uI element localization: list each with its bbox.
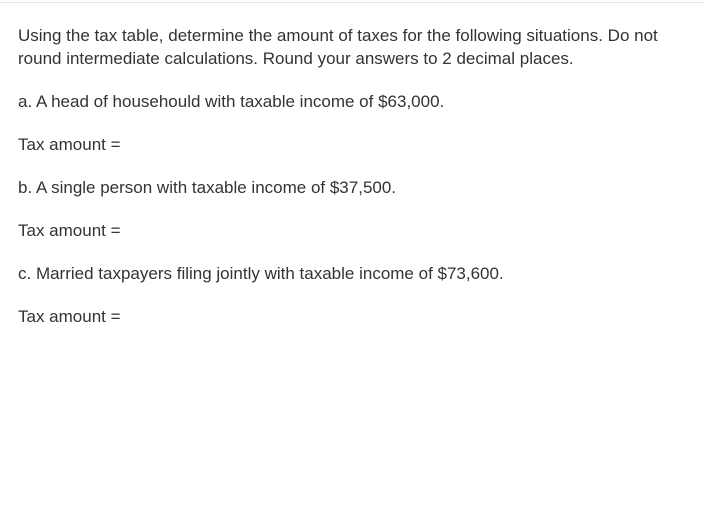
part-a-prompt: a. A head of househould with taxable inc… [18, 91, 686, 114]
part-b-answer-label: Tax amount = [18, 220, 686, 243]
question-container: Using the tax table, determine the amoun… [0, 2, 704, 371]
part-c-prompt: c. Married taxpayers filing jointly with… [18, 263, 686, 286]
part-a-answer-label: Tax amount = [18, 134, 686, 157]
part-b-prompt: b. A single person with taxable income o… [18, 177, 686, 200]
question-intro: Using the tax table, determine the amoun… [18, 25, 686, 71]
part-c-answer-label: Tax amount = [18, 306, 686, 329]
